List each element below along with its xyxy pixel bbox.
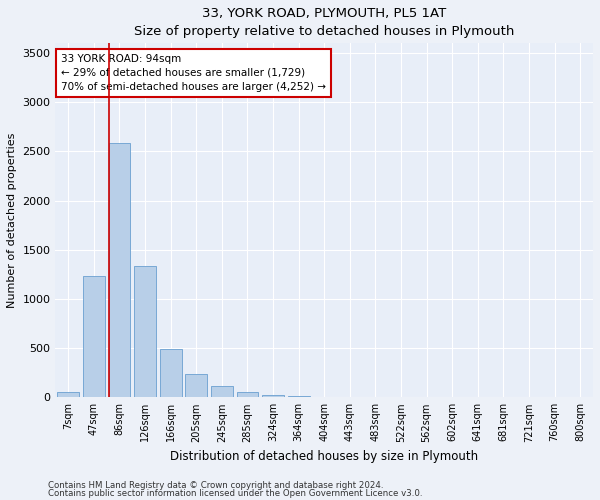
Y-axis label: Number of detached properties: Number of detached properties xyxy=(7,132,17,308)
Bar xyxy=(288,396,310,398)
Text: 33 YORK ROAD: 94sqm
← 29% of detached houses are smaller (1,729)
70% of semi-det: 33 YORK ROAD: 94sqm ← 29% of detached ho… xyxy=(61,54,326,92)
Text: Contains HM Land Registry data © Crown copyright and database right 2024.: Contains HM Land Registry data © Crown c… xyxy=(48,480,383,490)
Bar xyxy=(160,349,182,398)
Bar xyxy=(109,142,130,398)
Bar xyxy=(134,266,156,398)
Bar xyxy=(339,397,361,398)
Bar xyxy=(262,395,284,398)
Bar xyxy=(83,276,105,398)
Bar xyxy=(185,374,207,398)
Bar xyxy=(236,392,259,398)
Bar xyxy=(58,392,79,398)
X-axis label: Distribution of detached houses by size in Plymouth: Distribution of detached houses by size … xyxy=(170,450,478,463)
Text: Contains public sector information licensed under the Open Government Licence v3: Contains public sector information licen… xyxy=(48,489,422,498)
Title: 33, YORK ROAD, PLYMOUTH, PL5 1AT
Size of property relative to detached houses in: 33, YORK ROAD, PLYMOUTH, PL5 1AT Size of… xyxy=(134,7,514,38)
Bar xyxy=(211,386,233,398)
Bar xyxy=(313,396,335,398)
